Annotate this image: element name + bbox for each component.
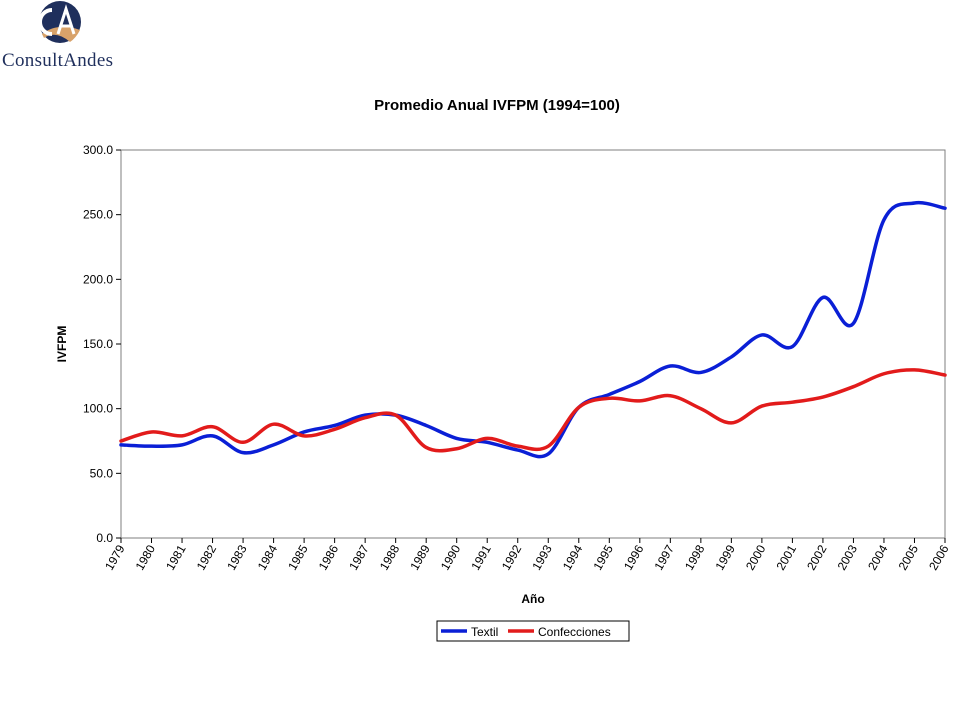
x-tick-label: 1982 (194, 542, 220, 572)
x-tick-label: 2002 (804, 542, 830, 572)
x-tick-label: 2004 (865, 542, 891, 572)
y-tick-label: 300.0 (83, 143, 113, 157)
plot-area (120, 149, 946, 539)
x-tick-label: 2005 (896, 542, 922, 572)
chart-title: Promedio Anual IVFPM (1994=100) (374, 97, 620, 114)
x-tick-label: 1984 (255, 542, 281, 572)
y-tick-label: 100.0 (83, 402, 113, 416)
y-axis: 0.0 50.0 100.0 150.0 200.0 250.0 300.0 (83, 143, 121, 545)
y-tick-label: 200.0 (83, 272, 113, 286)
x-tick-label: 2001 (774, 542, 800, 572)
logo-text: ConsultAndes (2, 50, 114, 71)
x-tick-label: 1983 (224, 542, 250, 572)
x-tick-label: 1989 (407, 542, 433, 572)
plot-frame (120, 149, 946, 539)
series-line-textil (119, 200, 947, 459)
x-tick-label: 1990 (438, 542, 464, 572)
x-tick-label: 1988 (377, 542, 403, 572)
y-tick-label: 0.0 (96, 531, 113, 545)
x-tick-label: 1992 (499, 542, 525, 572)
x-tick-label: 2006 (926, 542, 952, 572)
x-tick-label: 1991 (468, 542, 494, 572)
x-tick-label: 2000 (743, 542, 769, 572)
x-tick-label: 1986 (316, 542, 342, 572)
y-tick-label: 50.0 (90, 466, 114, 480)
y-tick-label: 250.0 (83, 208, 113, 222)
x-tick-label: 1979 (102, 542, 128, 572)
x-tick-label: 2003 (835, 542, 861, 572)
logo-emblem-icon (38, 1, 81, 43)
x-tick-label: 1985 (285, 542, 311, 572)
x-tick-label: 1998 (682, 542, 708, 572)
x-tick-label: 1999 (712, 542, 738, 572)
legend-label-confecciones: Confecciones (538, 625, 611, 639)
x-tick-label: 1996 (621, 542, 647, 572)
logo: ConsultAndes (0, 0, 130, 80)
series-group (119, 200, 947, 459)
x-tick-label: 1995 (590, 542, 616, 572)
y-tick-label: 150.0 (83, 337, 113, 351)
x-axis-title: Año (521, 592, 544, 606)
x-tick-label: 1993 (529, 542, 555, 572)
x-tick-label: 1997 (651, 542, 677, 572)
y-axis-title: IVFPM (55, 326, 69, 363)
series-line-confecciones (119, 368, 947, 453)
x-axis: 1979 1980 1981 1982 1983 1984 1985 1986 1987 1988… (102, 538, 952, 573)
legend-label-textil: Textil (471, 625, 498, 639)
x-tick-label: 1981 (163, 542, 189, 572)
x-tick-label: 1987 (346, 542, 372, 572)
legend: Textil Confecciones (436, 620, 630, 642)
x-tick-label: 1994 (560, 542, 586, 572)
x-tick-label: 1980 (133, 542, 159, 572)
